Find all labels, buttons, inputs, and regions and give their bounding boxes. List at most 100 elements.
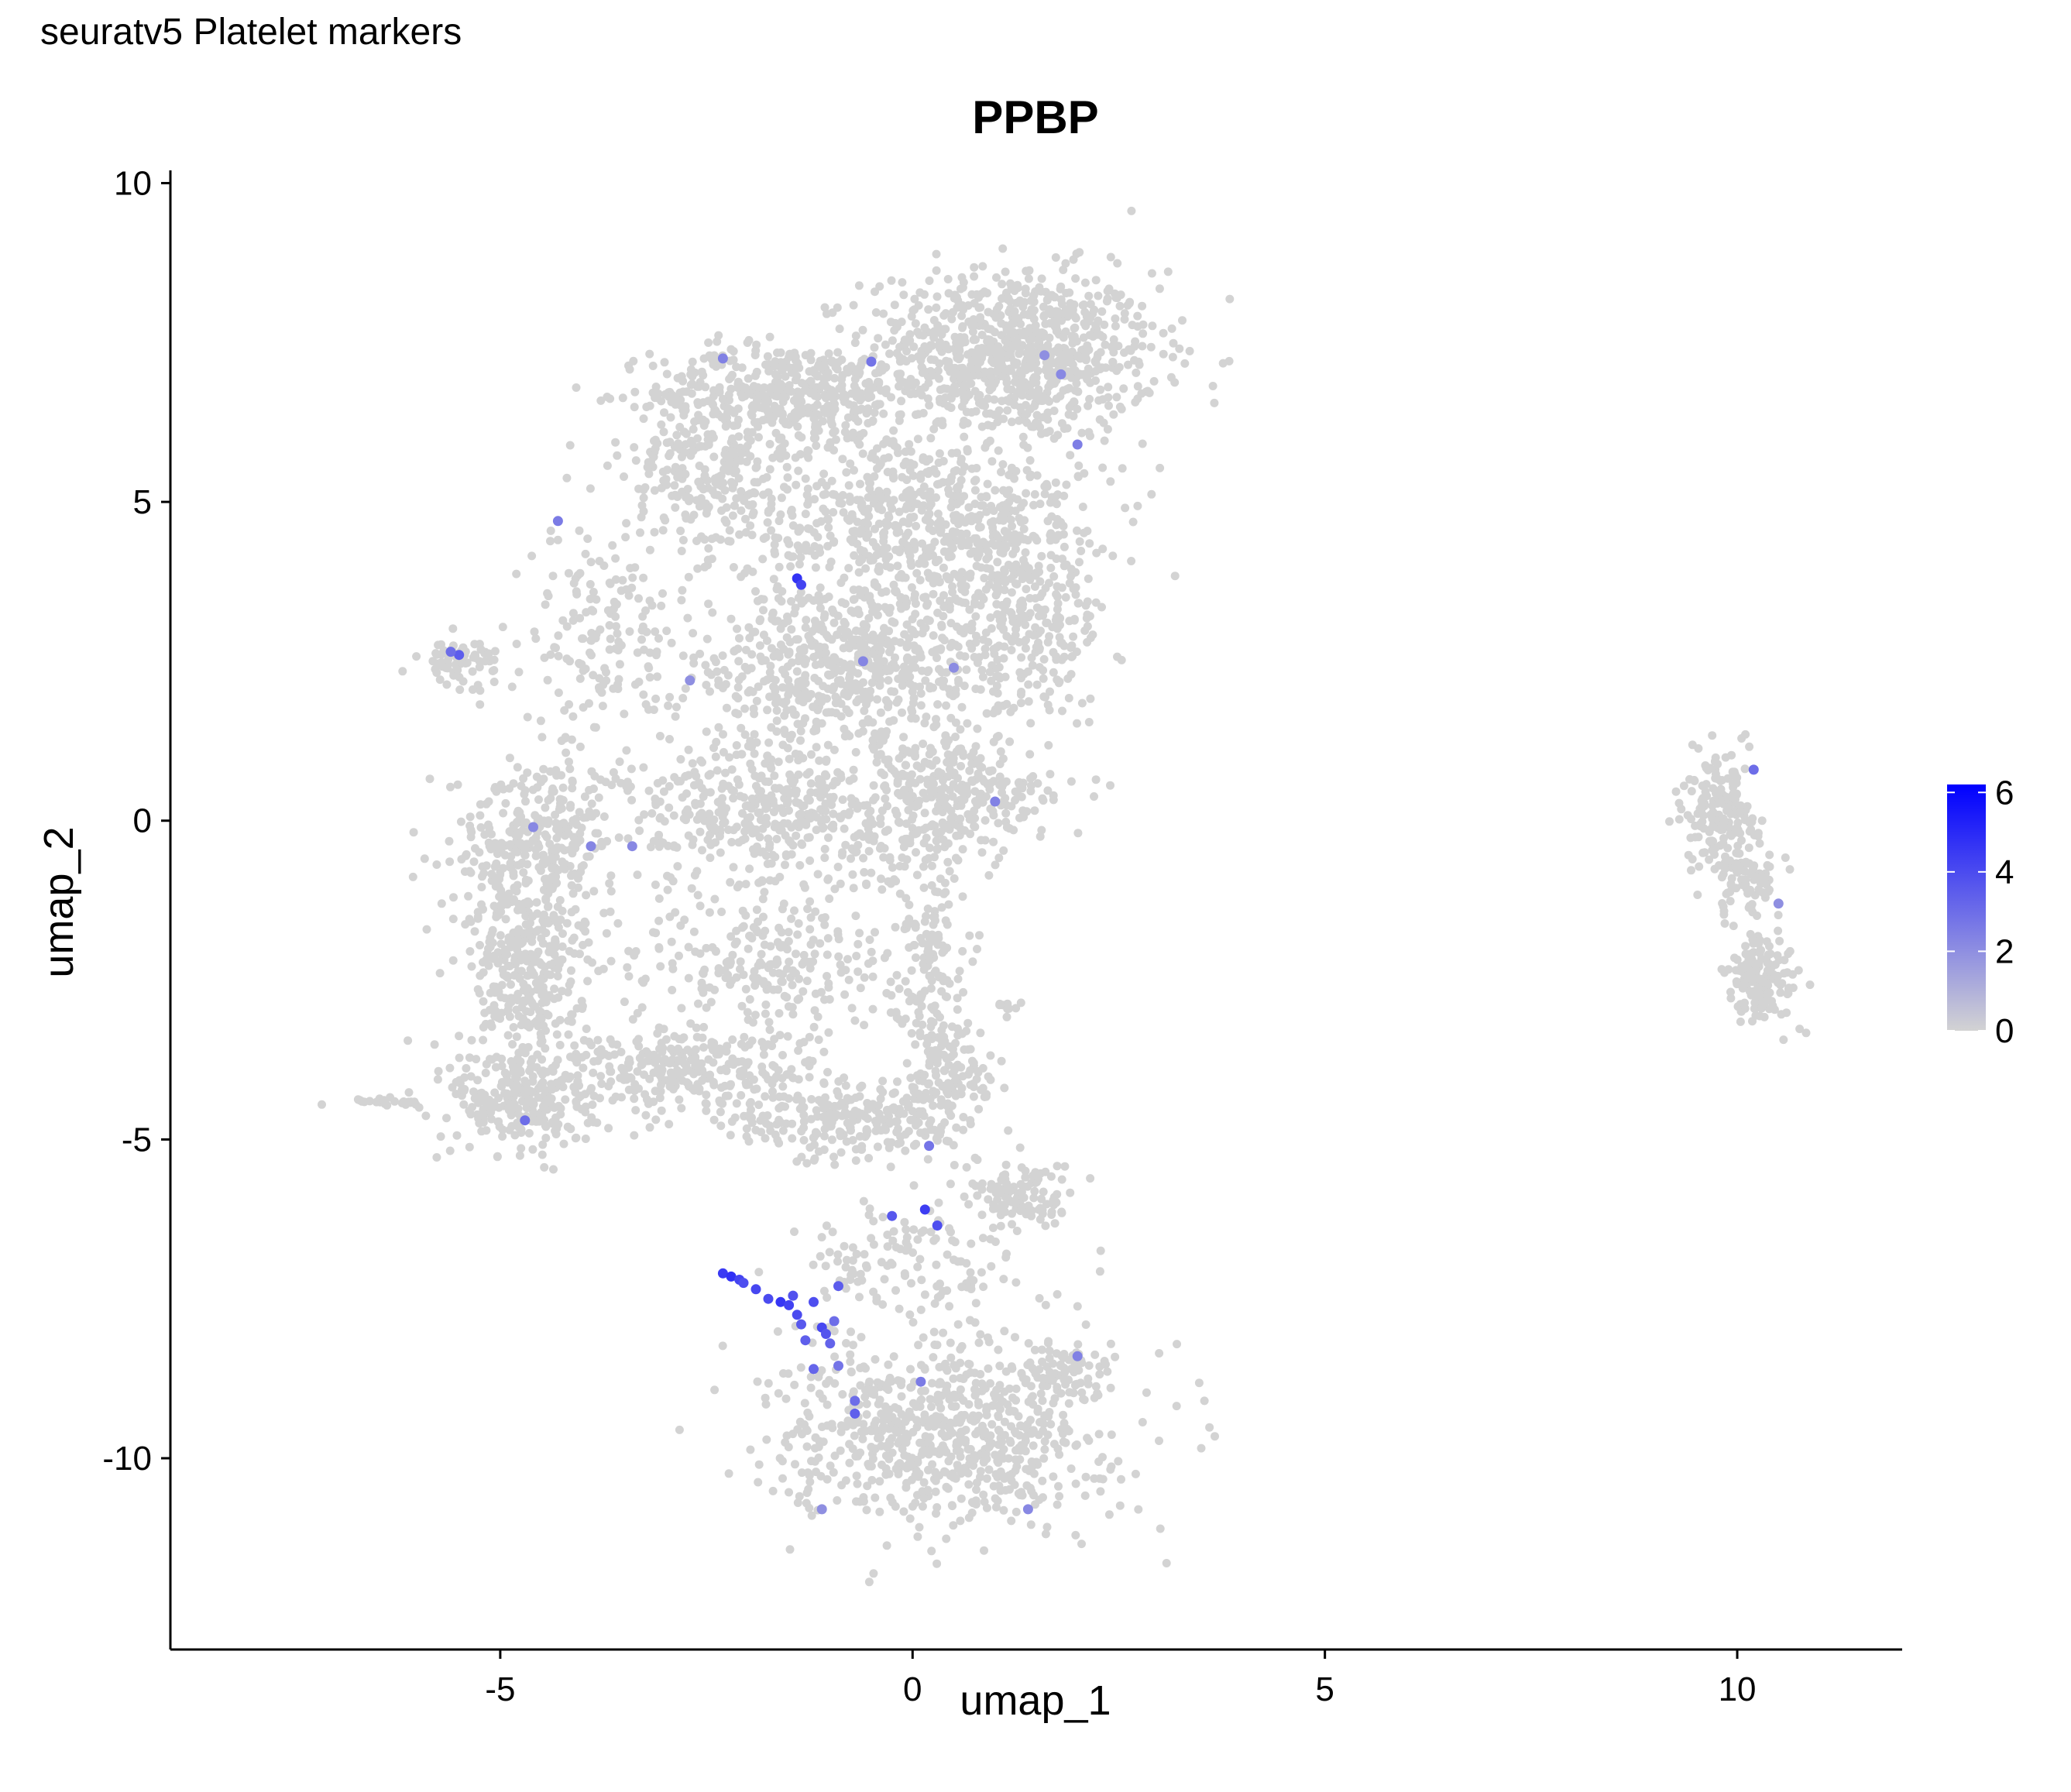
cell-point	[758, 554, 768, 564]
cell-point	[788, 511, 797, 520]
cell-point	[831, 435, 840, 445]
cell-point	[1053, 592, 1062, 601]
cell-point	[805, 856, 815, 865]
cell-point	[689, 835, 698, 844]
cell-point	[1042, 618, 1052, 627]
cell-point	[719, 819, 728, 828]
cell-point	[620, 472, 628, 481]
cell-point	[1018, 806, 1028, 815]
cell-point	[740, 793, 749, 802]
cell-point	[562, 473, 572, 482]
cell-point	[469, 857, 479, 867]
cell-point	[815, 597, 824, 606]
cell-point	[905, 337, 914, 346]
cell-point	[553, 535, 562, 544]
cell-point	[1080, 319, 1089, 328]
cell-point	[1120, 314, 1129, 324]
cell-point	[476, 811, 485, 820]
cell-point	[765, 440, 774, 448]
cell-point	[665, 803, 674, 812]
cell-point	[932, 493, 940, 502]
cell-point	[702, 475, 712, 485]
cell-point	[737, 363, 747, 372]
cell-point	[1085, 539, 1094, 548]
cell-point	[936, 418, 946, 427]
cell-point	[554, 631, 563, 640]
cell-point	[1090, 305, 1099, 314]
cell-point	[844, 400, 853, 409]
cell-point	[907, 354, 916, 363]
cell-point	[709, 410, 718, 419]
cell-point	[1061, 592, 1070, 602]
cell-point	[953, 499, 962, 509]
cell-point	[1112, 393, 1121, 402]
cell-point	[751, 463, 761, 472]
cell-point	[957, 467, 967, 476]
cell-point	[523, 712, 532, 722]
cell-point	[947, 448, 957, 458]
cell-point	[852, 366, 861, 375]
cell-point	[745, 864, 754, 874]
cell-point	[996, 548, 1005, 557]
cell-point	[1022, 266, 1031, 276]
cell-point	[1025, 750, 1035, 759]
cell-point	[1006, 345, 1015, 355]
cell-point	[1118, 464, 1127, 473]
cell-point	[1069, 255, 1078, 264]
cell-point	[636, 528, 644, 537]
cell-point	[792, 480, 801, 489]
cell-point	[846, 660, 855, 669]
cell-point	[1149, 376, 1159, 386]
cell-point	[774, 650, 784, 659]
cell-point	[622, 519, 631, 528]
cell-point	[456, 817, 465, 826]
cell-point	[830, 373, 839, 383]
cell-point	[1052, 613, 1061, 622]
cell-point	[548, 784, 558, 793]
cell-point	[684, 745, 693, 754]
cell-point	[684, 572, 693, 582]
cell-point	[1024, 274, 1033, 283]
cell-point	[1045, 333, 1054, 342]
cell-point	[744, 335, 754, 345]
cell-point	[515, 974, 524, 984]
cell-point	[1003, 406, 1012, 415]
cell-point	[909, 537, 919, 547]
cell-point	[950, 467, 959, 476]
cell-point	[849, 428, 857, 438]
cell-point	[967, 620, 977, 628]
cell-point	[859, 547, 868, 556]
cell-point	[1111, 314, 1120, 323]
cell-point	[946, 393, 956, 403]
cell-point	[480, 830, 489, 839]
cell-point	[806, 348, 816, 358]
cell-point	[918, 554, 926, 563]
cell-point	[849, 884, 858, 893]
cell-point	[957, 458, 966, 467]
cell-point	[704, 338, 713, 347]
cell-point	[962, 665, 971, 675]
cell-point	[926, 434, 936, 443]
cell-point	[728, 434, 737, 443]
cell-point	[1039, 692, 1049, 702]
cell-point	[1025, 456, 1035, 465]
cell-point	[836, 699, 846, 709]
cell-point	[793, 422, 802, 431]
cell-point	[660, 358, 669, 367]
cell-point	[884, 676, 893, 685]
cell-point	[793, 635, 802, 644]
cell-point	[756, 615, 765, 624]
cell-point	[581, 1135, 590, 1143]
cell-point	[630, 443, 639, 452]
cell-point	[510, 883, 519, 892]
cell-point	[596, 396, 606, 405]
cell-point	[911, 319, 920, 328]
cell-point	[499, 808, 508, 818]
cell-point	[550, 643, 559, 652]
cell-point	[1071, 314, 1080, 323]
cell-point	[1021, 331, 1030, 340]
cell-point	[985, 436, 994, 445]
cell-point	[720, 665, 729, 675]
cell-point	[970, 822, 979, 831]
cell-point	[1115, 402, 1125, 411]
